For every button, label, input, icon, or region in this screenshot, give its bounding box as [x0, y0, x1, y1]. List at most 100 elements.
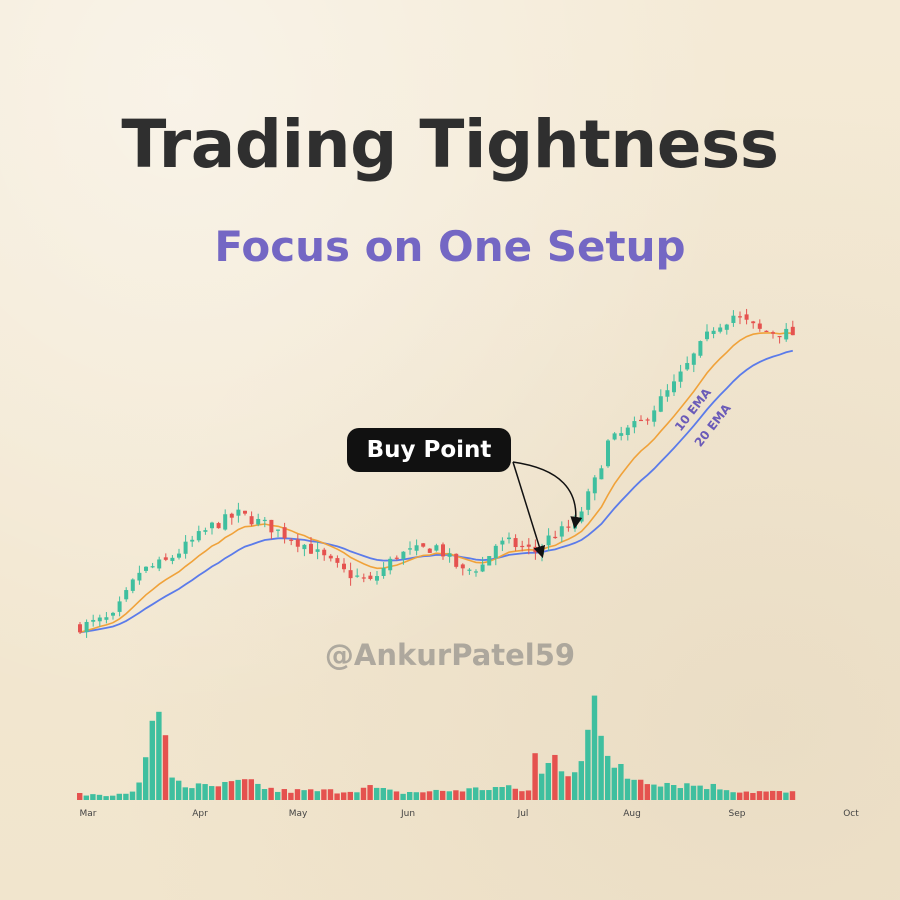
ema-20-line [79, 349, 794, 634]
volume-bar [215, 786, 221, 800]
candle-body [672, 381, 676, 393]
volume-bar [90, 794, 96, 800]
volume-bar [426, 791, 433, 800]
volume-bar [479, 790, 485, 800]
candle-body [124, 590, 129, 600]
candle-body [91, 619, 96, 622]
candle-body [302, 544, 307, 550]
candle-body [658, 396, 663, 412]
candle-body [84, 621, 89, 633]
candle-body [269, 519, 274, 533]
candle-body [163, 557, 168, 560]
candle-body [282, 527, 287, 539]
candle-body [520, 545, 525, 548]
candle-body [738, 316, 742, 318]
volume-bar [242, 779, 248, 800]
candle-body [328, 555, 333, 559]
candle-body [441, 544, 445, 557]
candle-body [130, 579, 135, 591]
volume-bar [525, 790, 532, 800]
volume-bar [499, 787, 505, 800]
volume-bar [189, 788, 195, 800]
candle-body [150, 566, 155, 568]
volume-bar [248, 779, 254, 800]
candle-body [276, 529, 280, 531]
volume-bar [162, 735, 169, 800]
x-tick-label: Aug [623, 809, 641, 819]
volume-bar [116, 793, 122, 800]
volume-bar [558, 771, 565, 800]
candle-body [474, 571, 478, 573]
volume-bar [459, 791, 466, 800]
ema-10-line [79, 332, 793, 634]
candle-body [493, 545, 498, 559]
volume-bar [380, 788, 386, 800]
volume-bar [182, 787, 188, 800]
candle-body [196, 531, 201, 541]
candle-body [203, 530, 208, 532]
volume-bar [585, 729, 591, 800]
volume-bar [466, 788, 472, 800]
candle-body [381, 567, 386, 577]
candle-body [216, 523, 221, 529]
candle-body [447, 553, 452, 557]
candle-body [619, 433, 624, 436]
candle-body [639, 419, 643, 422]
candle-body [368, 575, 373, 579]
candle-body [467, 569, 472, 571]
volume-bar [611, 767, 617, 800]
candle-body [137, 572, 142, 581]
candle-body [480, 564, 485, 572]
x-tick-label: Jul [517, 809, 529, 819]
volume-bar [664, 782, 670, 800]
volume-bar [209, 786, 215, 800]
volume-bar [677, 788, 683, 800]
volume-bar [446, 791, 452, 800]
candle-body [678, 371, 683, 382]
volume-bar [77, 793, 83, 800]
volume-bar [275, 791, 281, 800]
candle-body [625, 427, 630, 436]
volume-bar [347, 791, 353, 800]
volume-bar [710, 783, 716, 800]
candle-body [421, 543, 426, 547]
volume-bar [341, 792, 347, 800]
volume-bar [763, 791, 769, 800]
candle-body [295, 539, 300, 547]
candle-body [507, 537, 511, 540]
candle-body [190, 539, 195, 542]
candle-body [731, 315, 736, 323]
candle-body [606, 440, 610, 467]
volume-bar [506, 785, 512, 800]
volume-bar [374, 787, 380, 800]
candle-body [784, 328, 789, 340]
candle-body [652, 410, 657, 422]
volume-bar [539, 773, 545, 800]
volume-bar [453, 790, 459, 800]
volume-bar [486, 790, 492, 800]
x-tick-label: Jun [400, 809, 415, 819]
volume-bar [334, 793, 340, 800]
volume-bar [704, 789, 710, 800]
candle-body [322, 549, 327, 556]
volume-bar [644, 784, 650, 800]
candle-body [177, 553, 181, 558]
volume-bar [638, 779, 644, 800]
candle-body [375, 576, 379, 581]
candle-body [454, 553, 459, 567]
x-tick-label: May [289, 809, 308, 819]
candle-body [348, 570, 353, 579]
candle-body [526, 544, 531, 547]
volume-bar [651, 784, 657, 800]
buy-point-callout: Buy Point [347, 428, 511, 472]
volume-bar [123, 793, 129, 800]
candle-body [665, 390, 670, 397]
volume-bar [261, 789, 268, 800]
candle-body [342, 563, 346, 570]
candle-body [718, 327, 723, 332]
volume-bar [473, 787, 479, 800]
page-subtitle: Focus on One Setup [214, 222, 686, 271]
volume-bar [360, 787, 367, 800]
volume-bar [690, 785, 697, 800]
